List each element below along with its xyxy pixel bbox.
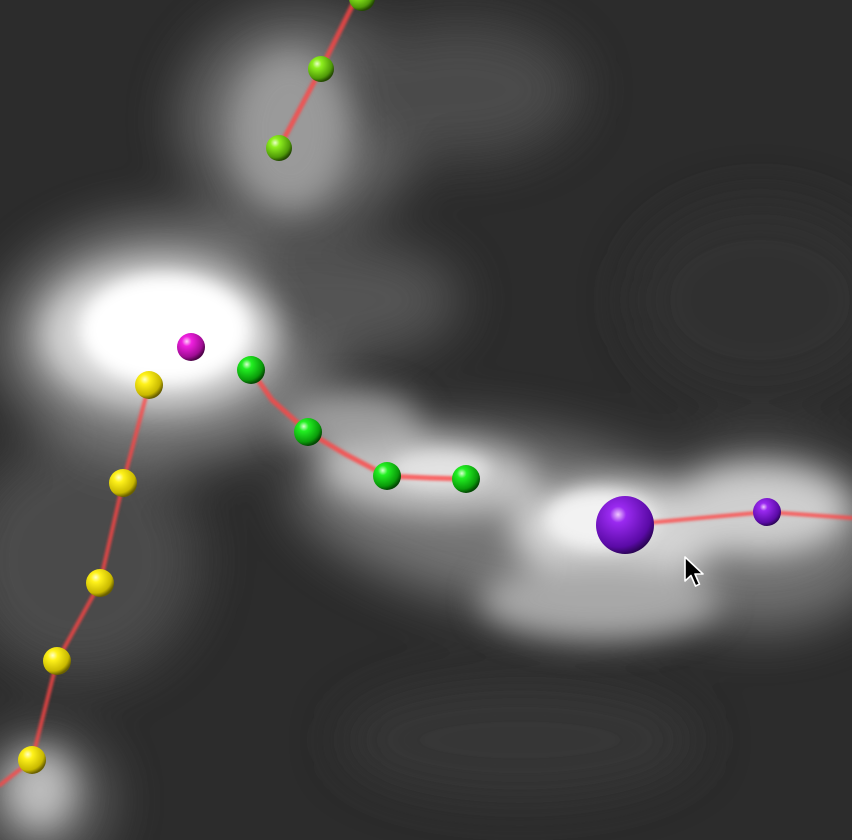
node[interactable] [237, 356, 265, 384]
node[interactable] [349, 0, 375, 11]
magenta-node[interactable] [177, 333, 205, 361]
node[interactable] [373, 462, 401, 490]
node[interactable] [18, 746, 46, 774]
node[interactable] [135, 371, 163, 399]
trace-yellow-nodes [18, 371, 163, 774]
node[interactable] [294, 418, 322, 446]
trace-purple-nodes [596, 496, 781, 554]
node[interactable] [266, 135, 292, 161]
node[interactable] [452, 465, 480, 493]
edge-green-middle [248, 367, 469, 482]
selected-node[interactable] [596, 496, 654, 554]
node[interactable] [308, 56, 334, 82]
edge-purple [623, 510, 852, 527]
node[interactable] [86, 569, 114, 597]
node[interactable] [753, 498, 781, 526]
trace-green-top-nodes [266, 0, 375, 161]
node[interactable] [109, 469, 137, 497]
node[interactable] [43, 647, 71, 675]
trace-green-middle-nodes [237, 356, 480, 493]
